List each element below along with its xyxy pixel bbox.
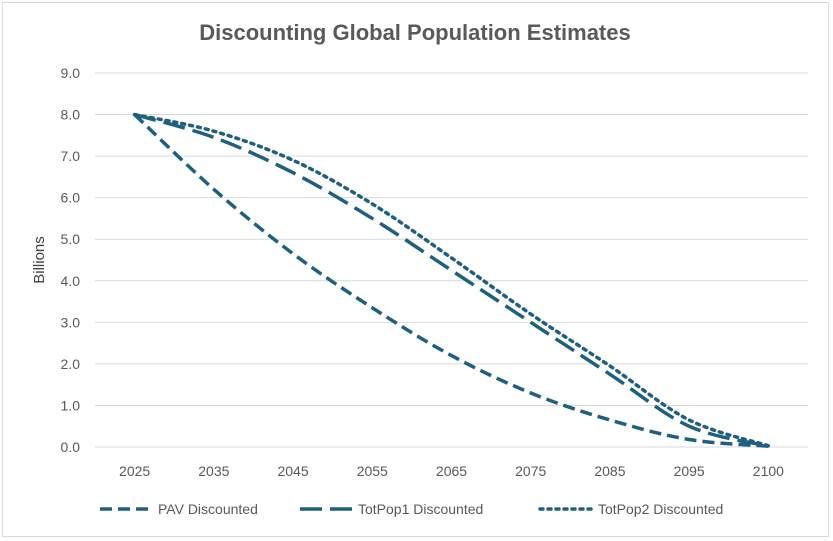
legend-label-2: TotPop1 Discounted xyxy=(358,501,483,517)
y-tick-label: 7.0 xyxy=(61,148,81,164)
series-line-3 xyxy=(132,112,771,448)
series-lines xyxy=(132,112,771,448)
y-tick-label: 8.0 xyxy=(61,107,81,123)
gridlines xyxy=(95,72,808,448)
legend: PAV Discounted TotPop1 Discounted TotPop2 … xyxy=(100,501,723,517)
x-tick-label: 2035 xyxy=(198,463,229,479)
series-line-2 xyxy=(134,112,769,448)
y-tick-label: 6.0 xyxy=(61,190,81,206)
y-tick-label: 0.0 xyxy=(61,439,81,455)
x-tick-label: 2045 xyxy=(277,463,308,479)
x-tick-labels: 2025 2035 2045 2055 2065 2075 2085 2095 2100 xyxy=(119,463,784,479)
x-tick-label: 2085 xyxy=(594,463,625,479)
y-tick-label: 4.0 xyxy=(61,273,81,289)
x-tick-label: 2065 xyxy=(436,463,467,479)
legend-label-1: PAV Discounted xyxy=(158,501,258,517)
x-tick-label: 2055 xyxy=(357,463,388,479)
y-tick-labels: 0.0 1.0 2.0 3.0 4.0 5.0 6.0 7.0 8.0 9.0 xyxy=(61,65,81,455)
x-tick-label: 2100 xyxy=(753,463,784,479)
x-tick-label: 2075 xyxy=(515,463,546,479)
y-tick-label: 3.0 xyxy=(61,314,81,330)
y-tick-label: 9.0 xyxy=(61,65,81,81)
chart-title: Discounting Global Population Estimates xyxy=(199,20,630,45)
x-tick-label: 2025 xyxy=(119,463,150,479)
x-tick-label: 2095 xyxy=(674,463,705,479)
legend-label-3: TotPop2 Discounted xyxy=(598,501,723,517)
y-tick-label: 5.0 xyxy=(61,231,81,247)
series-line-1 xyxy=(133,113,769,448)
y-axis-label: Billions xyxy=(31,236,48,284)
y-tick-label: 1.0 xyxy=(61,397,81,413)
y-tick-label: 2.0 xyxy=(61,356,81,372)
